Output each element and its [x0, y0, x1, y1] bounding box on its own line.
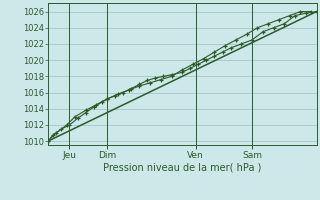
X-axis label: Pression niveau de la mer( hPa ): Pression niveau de la mer( hPa ) — [103, 163, 261, 173]
